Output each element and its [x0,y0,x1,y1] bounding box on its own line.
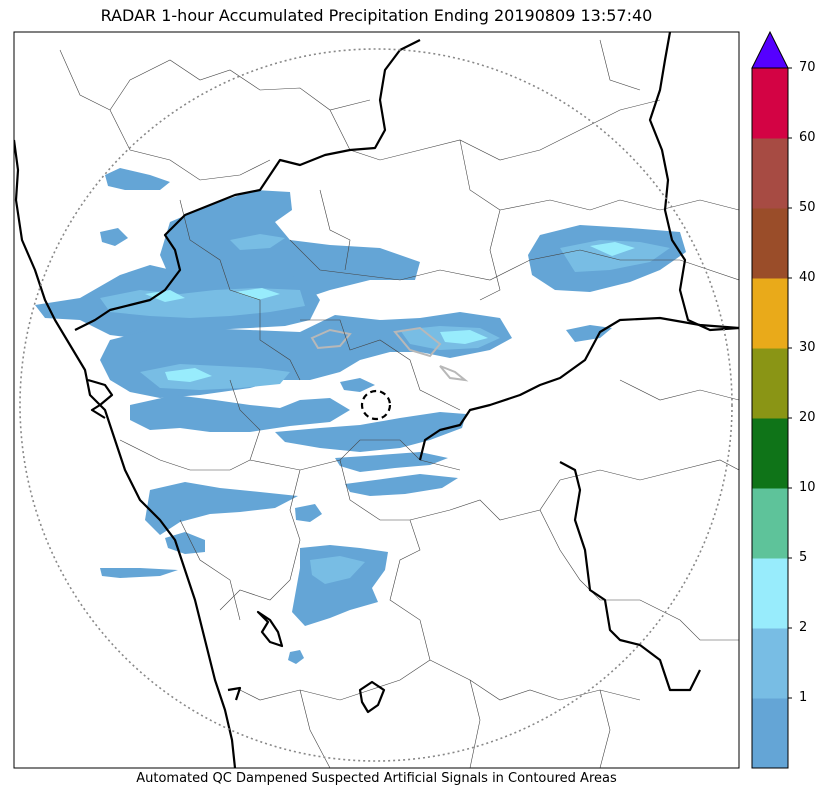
coastline [14,139,237,768]
radar-site-marker [360,389,392,421]
district-line [179,519,241,621]
heavier-rain-areas [145,242,635,382]
rain-cell-east-small [566,325,612,342]
heavier-rain-far-east [590,242,635,256]
state-border-southeast [559,461,701,692]
radar-range-ring [19,48,733,762]
enclave-south-2 [358,680,386,714]
district-line [119,439,251,471]
state-border-north [74,39,421,331]
colorbar-tick-label: 60 [799,130,816,145]
district-line [289,239,739,281]
rain-cell-south-small [288,650,304,664]
district-line [59,49,371,111]
moderate-rain-south [310,556,365,584]
moderate-rain-far-east [560,240,670,272]
rain-band-east-central [275,412,466,452]
colorbar-tick-label: 10 [799,480,816,495]
rain-cell-north-2 [205,203,235,218]
rain-cell-strip-south [100,568,178,578]
colorbar-tick-label: 40 [799,270,816,285]
district-line [619,379,739,401]
colorbar-segment [752,628,788,699]
district-line [539,509,739,641]
rain-cell-coast [165,532,205,554]
colorbar-tick-label: 70 [799,60,816,75]
district-line [300,319,461,411]
qc-contour-3 [439,365,469,382]
enclave-south [256,610,284,648]
district-line [179,199,301,381]
colorbar-tick-label: 50 [799,200,816,215]
district-line [239,659,431,701]
qc-contoured-areas [310,326,469,382]
colorbar-segment [752,278,788,349]
district-line [229,379,461,471]
map-caption: Automated QC Dampened Suspected Artifici… [136,771,617,786]
colorbar-segment [752,68,788,139]
map-frame [14,32,739,768]
rain-band-southwest [130,395,350,432]
rain-band-far-west [145,482,298,535]
district-line [329,99,661,161]
colorbar-segment [752,418,788,489]
colorbar-tick-label: 1 [799,690,808,705]
colorbar-tick-label: 30 [799,340,816,355]
colorbar-tick-label: 5 [799,550,808,565]
heavier-rain-central [165,368,212,382]
colorbar-segment [752,138,788,209]
heavier-rain-west [145,290,185,302]
colorbar-tick-label: 2 [799,620,808,635]
district-line [599,39,641,91]
rain-cell-north [105,168,170,190]
colorbar-segment [752,558,788,629]
enclave-coast-2 [227,686,242,701]
district-line [299,689,331,768]
district-line [499,199,739,211]
rain-cell-northwest [100,228,128,246]
state-border-northeast [648,32,739,332]
qc-contour-2 [393,326,442,358]
district-line [319,189,351,271]
district-line [409,479,561,521]
heavier-rain-west-2 [235,288,280,300]
colorbar [751,30,792,769]
heavier-rain-east [440,330,488,344]
qc-contour-1 [310,328,352,350]
district-line [219,469,301,611]
moderate-rain-north [230,234,285,250]
precipitation-areas [35,168,686,664]
district-line [459,139,501,301]
district-line [559,459,739,481]
district-line [109,109,271,181]
district-boundaries [59,39,739,768]
colorbar-segment [752,488,788,559]
map-title: RADAR 1-hour Accumulated Precipitation E… [100,6,653,25]
colorbar-segment [752,698,788,769]
colorbar-segment [752,348,788,419]
colorbar-extend-arrow [751,30,789,69]
district-line [469,679,481,768]
rain-cell-mid [295,504,322,522]
rain-cell-center-small [340,378,375,392]
map-border [13,31,740,769]
district-line [599,689,611,768]
state-boundaries [14,32,739,768]
district-line [339,459,431,661]
colorbar-tick-label: 20 [799,410,816,425]
enclave-coast [87,378,114,419]
rain-band-southeast [345,474,458,496]
state-border-east [418,316,739,461]
colorbar-segment [752,208,788,279]
